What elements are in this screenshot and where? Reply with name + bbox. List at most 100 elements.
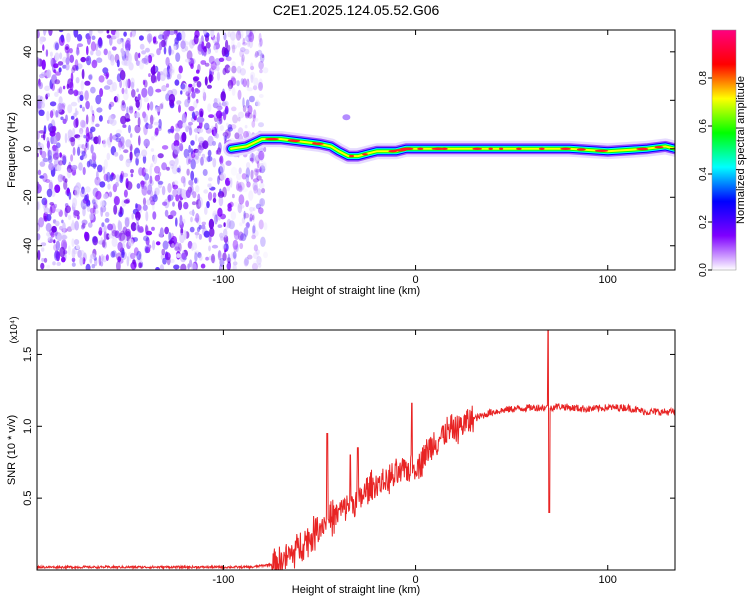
heatmap-noise-blob <box>259 37 263 47</box>
colorbar-gradient <box>711 29 737 271</box>
heatmap-noise-blob <box>219 264 223 270</box>
heatmap-noise-blob <box>75 77 80 84</box>
heatmap-noise-blob <box>216 71 221 81</box>
heatmap-noise-blob <box>117 140 123 148</box>
heatmap-noise-blob <box>185 125 189 133</box>
heatmap-noise-blob <box>37 184 42 194</box>
heatmap-noise-blob <box>245 34 252 43</box>
heatmap-noise-blob <box>190 140 195 146</box>
heatmap-noise-blob <box>254 51 259 58</box>
heatmap-noise-blob <box>227 203 232 209</box>
heatmap-noise-blob <box>46 140 51 149</box>
heatmap-panel: -100 0 100 -40 -20 0 20 40 Height of straight … <box>6 29 676 297</box>
heatmap-noise-blob <box>121 143 125 150</box>
heatmap-noise-blob <box>200 60 207 65</box>
heatmap-noise-blob <box>81 68 85 80</box>
heatmap-spot <box>342 114 351 121</box>
heatmap-noise-blob <box>219 232 224 238</box>
heatmap-noise-blob <box>92 205 96 216</box>
snr-x-ticks: -100 0 100 <box>212 330 617 586</box>
heatmap-noise-blob <box>246 30 251 38</box>
heatmap-noise-blob <box>124 39 131 51</box>
heatmap-noise-blob <box>193 34 199 45</box>
heatmap-noise-blob <box>191 111 196 119</box>
heatmap-noise-blob <box>208 114 215 118</box>
heatmap-noise-blob <box>134 51 139 62</box>
heatmap-noise-blob <box>212 197 217 203</box>
heatmap-noise-blob <box>111 237 118 247</box>
heatmap-noise-blob <box>42 96 46 103</box>
heatmap-noise-blob <box>55 110 59 118</box>
heatmap-noise-blob <box>201 224 206 230</box>
heatmap-noise-blob <box>197 136 205 144</box>
heatmap-noise-blob <box>216 105 223 111</box>
heatmap-noise-blob <box>230 75 235 82</box>
heatmap-noise-blob <box>64 132 68 144</box>
heatmap-noise-blob <box>164 209 169 217</box>
heatmap-noise-blob <box>149 175 153 184</box>
heatmap-noise-blob <box>117 256 122 263</box>
heatmap-noise-blob <box>72 146 76 156</box>
heatmap-noise-blob <box>204 76 208 86</box>
heatmap-noise-blob <box>91 152 97 162</box>
heatmap-noise-blob <box>258 182 265 189</box>
heatmap-noise-blob <box>218 216 221 221</box>
heatmap-noise-blob <box>210 61 217 71</box>
heatmap-noise-blob <box>258 32 262 43</box>
heatmap-noise-blob <box>197 252 202 259</box>
heatmap-noise-blob <box>85 100 90 110</box>
heatmap-noise-blob <box>59 246 66 258</box>
heatmap-noise-blob <box>261 162 266 170</box>
heatmap-noise-blob <box>91 264 96 269</box>
colorbar-tick-label: 0.6 <box>698 119 709 133</box>
heatmap-noise-blob <box>152 154 158 165</box>
heatmap-noise-blob <box>46 214 52 222</box>
heatmap-noise-blob <box>230 251 236 260</box>
heatmap-noise-blob <box>260 153 264 163</box>
heatmap-noise-blob <box>252 114 256 122</box>
heatmap-noise-blob <box>247 254 253 260</box>
heatmap-noise-blob <box>208 235 212 243</box>
heatmap-noise-blob <box>62 235 66 241</box>
heatmap-noise-blob <box>37 57 40 67</box>
heatmap-noise-blob <box>79 189 86 198</box>
heatmap-noise-blob <box>81 143 85 150</box>
heatmap-noise-blob <box>86 142 90 151</box>
heatmap-noise-blob <box>65 189 69 196</box>
heatmap-noise-blob <box>69 54 75 63</box>
heatmap-noise-blob <box>255 169 259 180</box>
heatmap-noise-blob <box>85 57 90 62</box>
heatmap-noise-blob <box>201 221 206 226</box>
heatmap-noise-blob <box>245 200 250 208</box>
heatmap-noise-blob <box>247 39 250 48</box>
heatmap-noise-blob <box>212 212 219 217</box>
heatmap-noise-blob <box>117 241 123 252</box>
heatmap-noise-blob <box>188 158 191 165</box>
heatmap-noise-blob <box>224 135 227 141</box>
heatmap-noise-blob <box>125 158 131 168</box>
heatmap-noise-blob <box>197 193 201 202</box>
heatmap-noise-blob <box>252 260 259 265</box>
heatmap-noise-blob <box>66 164 73 173</box>
heatmap-noise-blob <box>233 229 240 240</box>
heatmap-noise-blob <box>131 89 136 98</box>
heatmap-noise-blob <box>251 262 259 270</box>
heatmap-noise-blob <box>62 222 66 233</box>
heatmap-ridge-peak <box>312 142 324 145</box>
heatmap-noise-blob <box>191 245 194 252</box>
heatmap-noise-blob <box>224 64 231 74</box>
heatmap-noise-blob <box>152 240 156 251</box>
heatmap-noise-blob <box>135 156 139 166</box>
heatmap-noise-blob <box>175 123 179 129</box>
snr-x-tick-label: 0 <box>413 574 419 586</box>
heatmap-noise-blob <box>251 30 256 34</box>
heatmap-noise-blob <box>73 89 79 97</box>
heatmap-noise-blob <box>102 67 109 74</box>
heatmap-noise-blob <box>105 211 110 217</box>
heatmap-noise-blob <box>219 155 224 165</box>
heatmap-noise-blob <box>79 94 84 102</box>
heatmap-noise-blob <box>55 71 61 76</box>
heatmap-noise-blob <box>166 166 170 171</box>
heatmap-noise-blob <box>38 73 45 79</box>
heatmap-noise-blob <box>107 50 112 61</box>
